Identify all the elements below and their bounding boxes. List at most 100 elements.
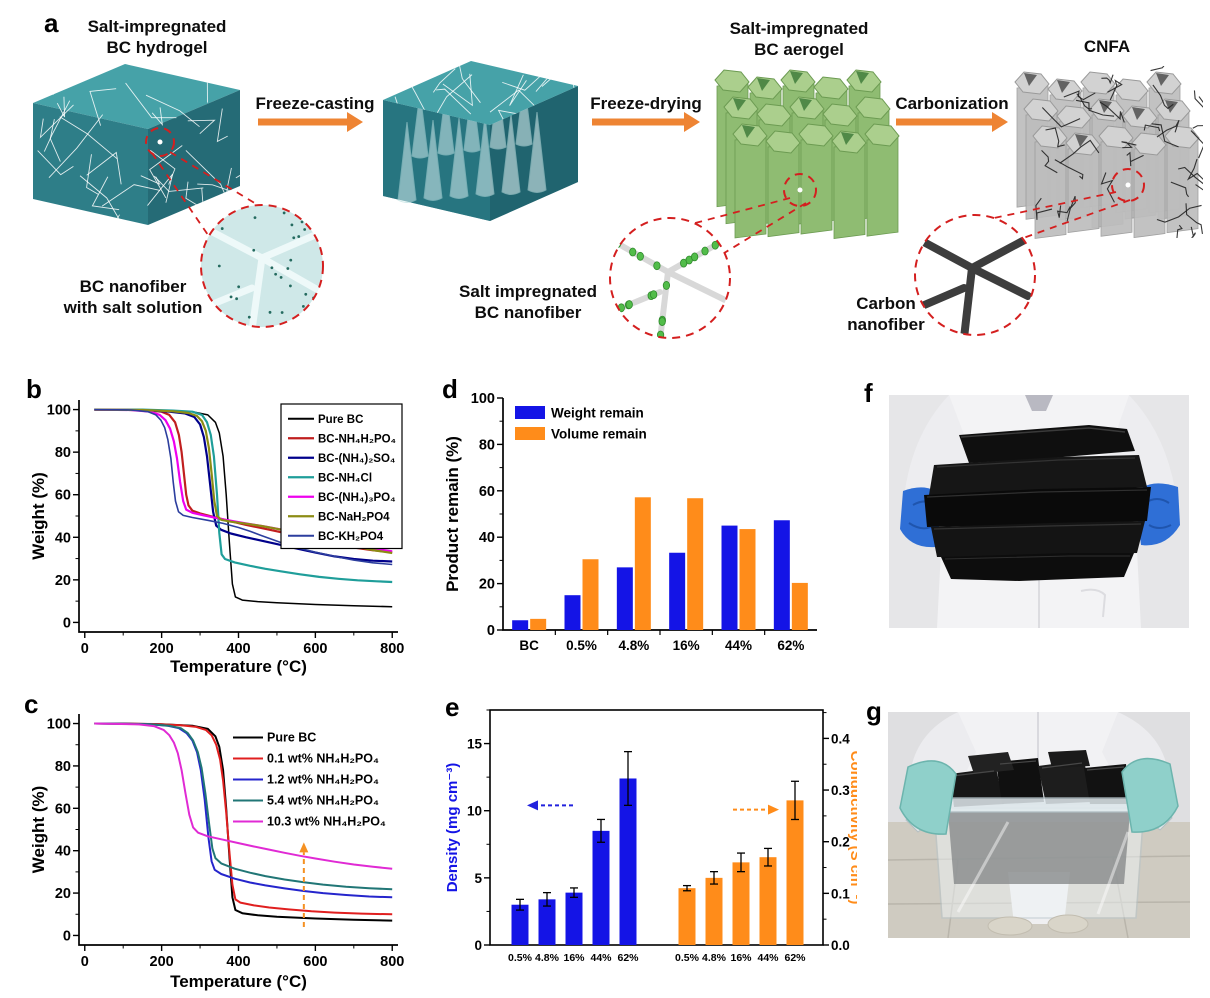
x-tick-label: 200	[150, 641, 174, 657]
y-axis-label: Weight (%)	[30, 472, 48, 560]
bar-density	[538, 899, 556, 945]
chart-density-conductivity: 0 5 10 15 0.0 0.1 0.2 0.3 0.4 Density (mg cm⁻³) Co…	[445, 709, 857, 964]
left-tick-label: 5	[474, 871, 482, 886]
y-tick-label: 0	[63, 615, 71, 631]
carbon-slab-stack	[924, 425, 1151, 581]
legend-entry: BC-NH₄Cl	[318, 472, 372, 484]
right-tick-label: 0.1	[831, 886, 850, 901]
x-tick-label: 0	[81, 641, 89, 657]
x-tick-label: 400	[226, 954, 250, 970]
glass-reflections	[956, 821, 1130, 915]
hydrogel-cube-top	[33, 64, 240, 129]
zoom-connector	[1011, 199, 1131, 243]
cnfa-title: CNFA	[1083, 37, 1131, 56]
series-BC-NH₄Cl	[94, 408, 393, 584]
y-tick-label: 60	[55, 488, 71, 504]
axes	[78, 714, 398, 946]
cast-cube-front	[383, 100, 490, 221]
bar-weight-remain	[773, 520, 790, 630]
legend-entry: 1.2 wt% NH₄H₂PO₄	[267, 772, 379, 786]
x-tick-label: 400	[226, 641, 250, 657]
x-tick-label: 600	[303, 641, 327, 657]
zoom-connector	[937, 191, 1117, 231]
axes	[78, 400, 398, 633]
category-label: BC	[519, 638, 539, 653]
photo-cnfa-storage-box	[888, 712, 1190, 938]
zoom-connector	[169, 151, 317, 241]
y-tick-label: 100	[47, 403, 71, 419]
freeze-drying-label: Freeze-drying	[590, 94, 702, 113]
box-rim	[924, 797, 1154, 813]
legend-entry: BC-NaH₂PO4	[318, 511, 390, 523]
left-tick-label: 0	[474, 938, 482, 953]
legend-entry: BC-(NH₄)₃PO₄	[318, 492, 396, 504]
panel-label-e: e	[445, 692, 460, 722]
legend-entry: Pure BC	[267, 730, 316, 744]
y-tick-label: 60	[479, 484, 495, 500]
aerogel-inset-circle	[609, 217, 731, 339]
category-label: 16%	[730, 952, 752, 964]
zoom-connector	[151, 152, 209, 236]
y-axis-label: Weight (%)	[30, 786, 48, 874]
category-label: 62%	[617, 952, 639, 964]
y-tick-label: 40	[479, 530, 495, 546]
left-tick-label: 10	[467, 804, 482, 819]
aerogel-title: Salt-impregnated BC aerogel	[729, 19, 869, 59]
bar-weight-remain	[512, 620, 529, 630]
legend-entry: Weight remain	[551, 406, 644, 421]
bar-density	[565, 892, 583, 945]
freeze-drying-arrow	[592, 118, 685, 126]
y-tick-label: 0	[63, 928, 71, 944]
bar-volume-remain	[634, 497, 651, 630]
bar-conductivity	[786, 800, 804, 945]
y-tick-label: 0	[487, 623, 495, 639]
left-axis-label: Density (mg cm⁻³)	[445, 763, 461, 893]
bar-conductivity	[732, 862, 750, 945]
x-tick-label: 200	[150, 954, 174, 970]
right-glove	[1121, 757, 1179, 833]
freeze-drying-arrow-head	[684, 112, 700, 132]
x-tick-label: 0	[81, 954, 89, 970]
legend-entry: 0.1 wt% NH₄H₂PO₄	[267, 751, 379, 765]
zoom-connector	[715, 202, 807, 259]
chart-product-remain: 0 20 40 60 80 100 Product remain (%) BC 0.5% 4.8%…	[445, 391, 817, 653]
cnfa-structure	[1014, 71, 1200, 239]
right-axis-label: Conductivity (S cm⁻¹)	[847, 751, 857, 905]
category-label: 62%	[777, 638, 804, 653]
category-label: 44%	[590, 952, 612, 964]
panel-label-d: d	[442, 374, 458, 404]
chart-tga-salts: 0 200 400 600 800 0 20 40 60 80 100 Temperature (°C…	[30, 400, 404, 676]
plot-frame	[489, 709, 824, 946]
panel-a-illustration	[33, 61, 1203, 339]
y-tick-label: 40	[55, 844, 71, 860]
panel-label-c: c	[24, 689, 39, 719]
bar-weight-remain	[669, 552, 686, 630]
bar-volume-remain	[739, 529, 756, 630]
x-tick-label: 800	[380, 954, 404, 970]
category-label: 44%	[757, 952, 779, 964]
hydrogel-inset-circle	[200, 204, 324, 328]
y-tick-label: 20	[479, 577, 495, 593]
y-tick-label: 80	[55, 445, 71, 461]
series-0.1 wt% NH₄H₂PO₄	[94, 722, 393, 916]
category-label: 44%	[725, 638, 752, 653]
x-axis-label: Temperature (°C)	[170, 657, 307, 676]
legend-swatch	[515, 427, 545, 440]
panel-label-a: a	[44, 8, 59, 38]
y-tick-label: 40	[55, 530, 71, 546]
chart-tga-concentrations: 0 200 400 600 800 0 20 40 60 80 100 Temperature (°C…	[30, 714, 404, 991]
bar-volume-remain	[791, 582, 808, 630]
category-label: 4.8%	[618, 638, 649, 653]
hydrogel-inset-fibers	[201, 211, 323, 327]
left-tick-label: 15	[467, 737, 483, 752]
bar-conductivity	[759, 857, 777, 945]
bar-conductivity	[678, 888, 696, 945]
legend-entry: BC-(NH₄)₂SO₄	[318, 453, 395, 465]
photo-cnfa-slab-stack	[889, 395, 1189, 628]
right-tick-label: 0.4	[831, 731, 850, 746]
cnfa-trusses	[1035, 66, 1203, 238]
y-tick-label: 80	[55, 759, 71, 775]
hydrogel-title: Salt-impregnated BC hydrogel	[87, 17, 227, 57]
bar-weight-remain	[616, 567, 633, 630]
trend-arrow-head	[299, 842, 309, 853]
